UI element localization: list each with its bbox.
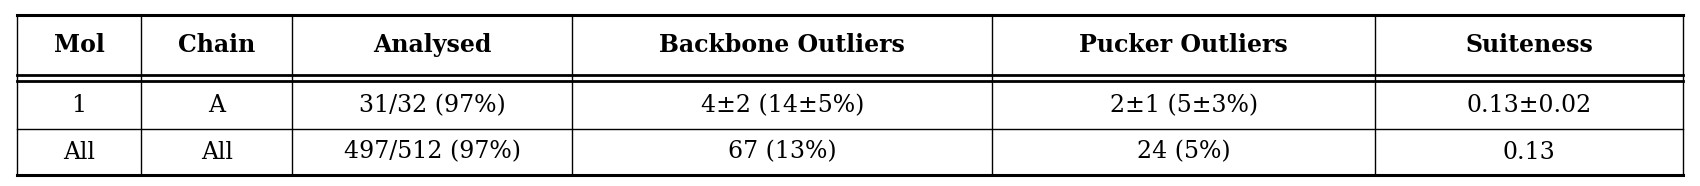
Text: 2±1 (5±3%): 2±1 (5±3%): [1110, 94, 1258, 117]
Text: Chain: Chain: [178, 33, 255, 57]
Text: All: All: [63, 141, 95, 163]
Text: 67 (13%): 67 (13%): [728, 141, 836, 163]
Text: Mol: Mol: [54, 33, 104, 57]
Text: All: All: [201, 141, 233, 163]
Text: 497/512 (97%): 497/512 (97%): [343, 141, 520, 163]
Text: 31/32 (97%): 31/32 (97%): [359, 94, 505, 117]
Text: 4±2 (14±5%): 4±2 (14±5%): [700, 94, 864, 117]
Text: A: A: [207, 94, 224, 117]
Text: 24 (5%): 24 (5%): [1137, 141, 1231, 163]
Text: Backbone Outliers: Backbone Outliers: [660, 33, 906, 57]
Text: 0.13: 0.13: [1503, 141, 1556, 163]
Text: Analysed: Analysed: [372, 33, 491, 57]
Text: Pucker Outliers: Pucker Outliers: [1080, 33, 1289, 57]
Text: 0.13±0.02: 0.13±0.02: [1467, 94, 1591, 117]
Text: 1: 1: [71, 94, 87, 117]
Text: Suiteness: Suiteness: [1465, 33, 1593, 57]
